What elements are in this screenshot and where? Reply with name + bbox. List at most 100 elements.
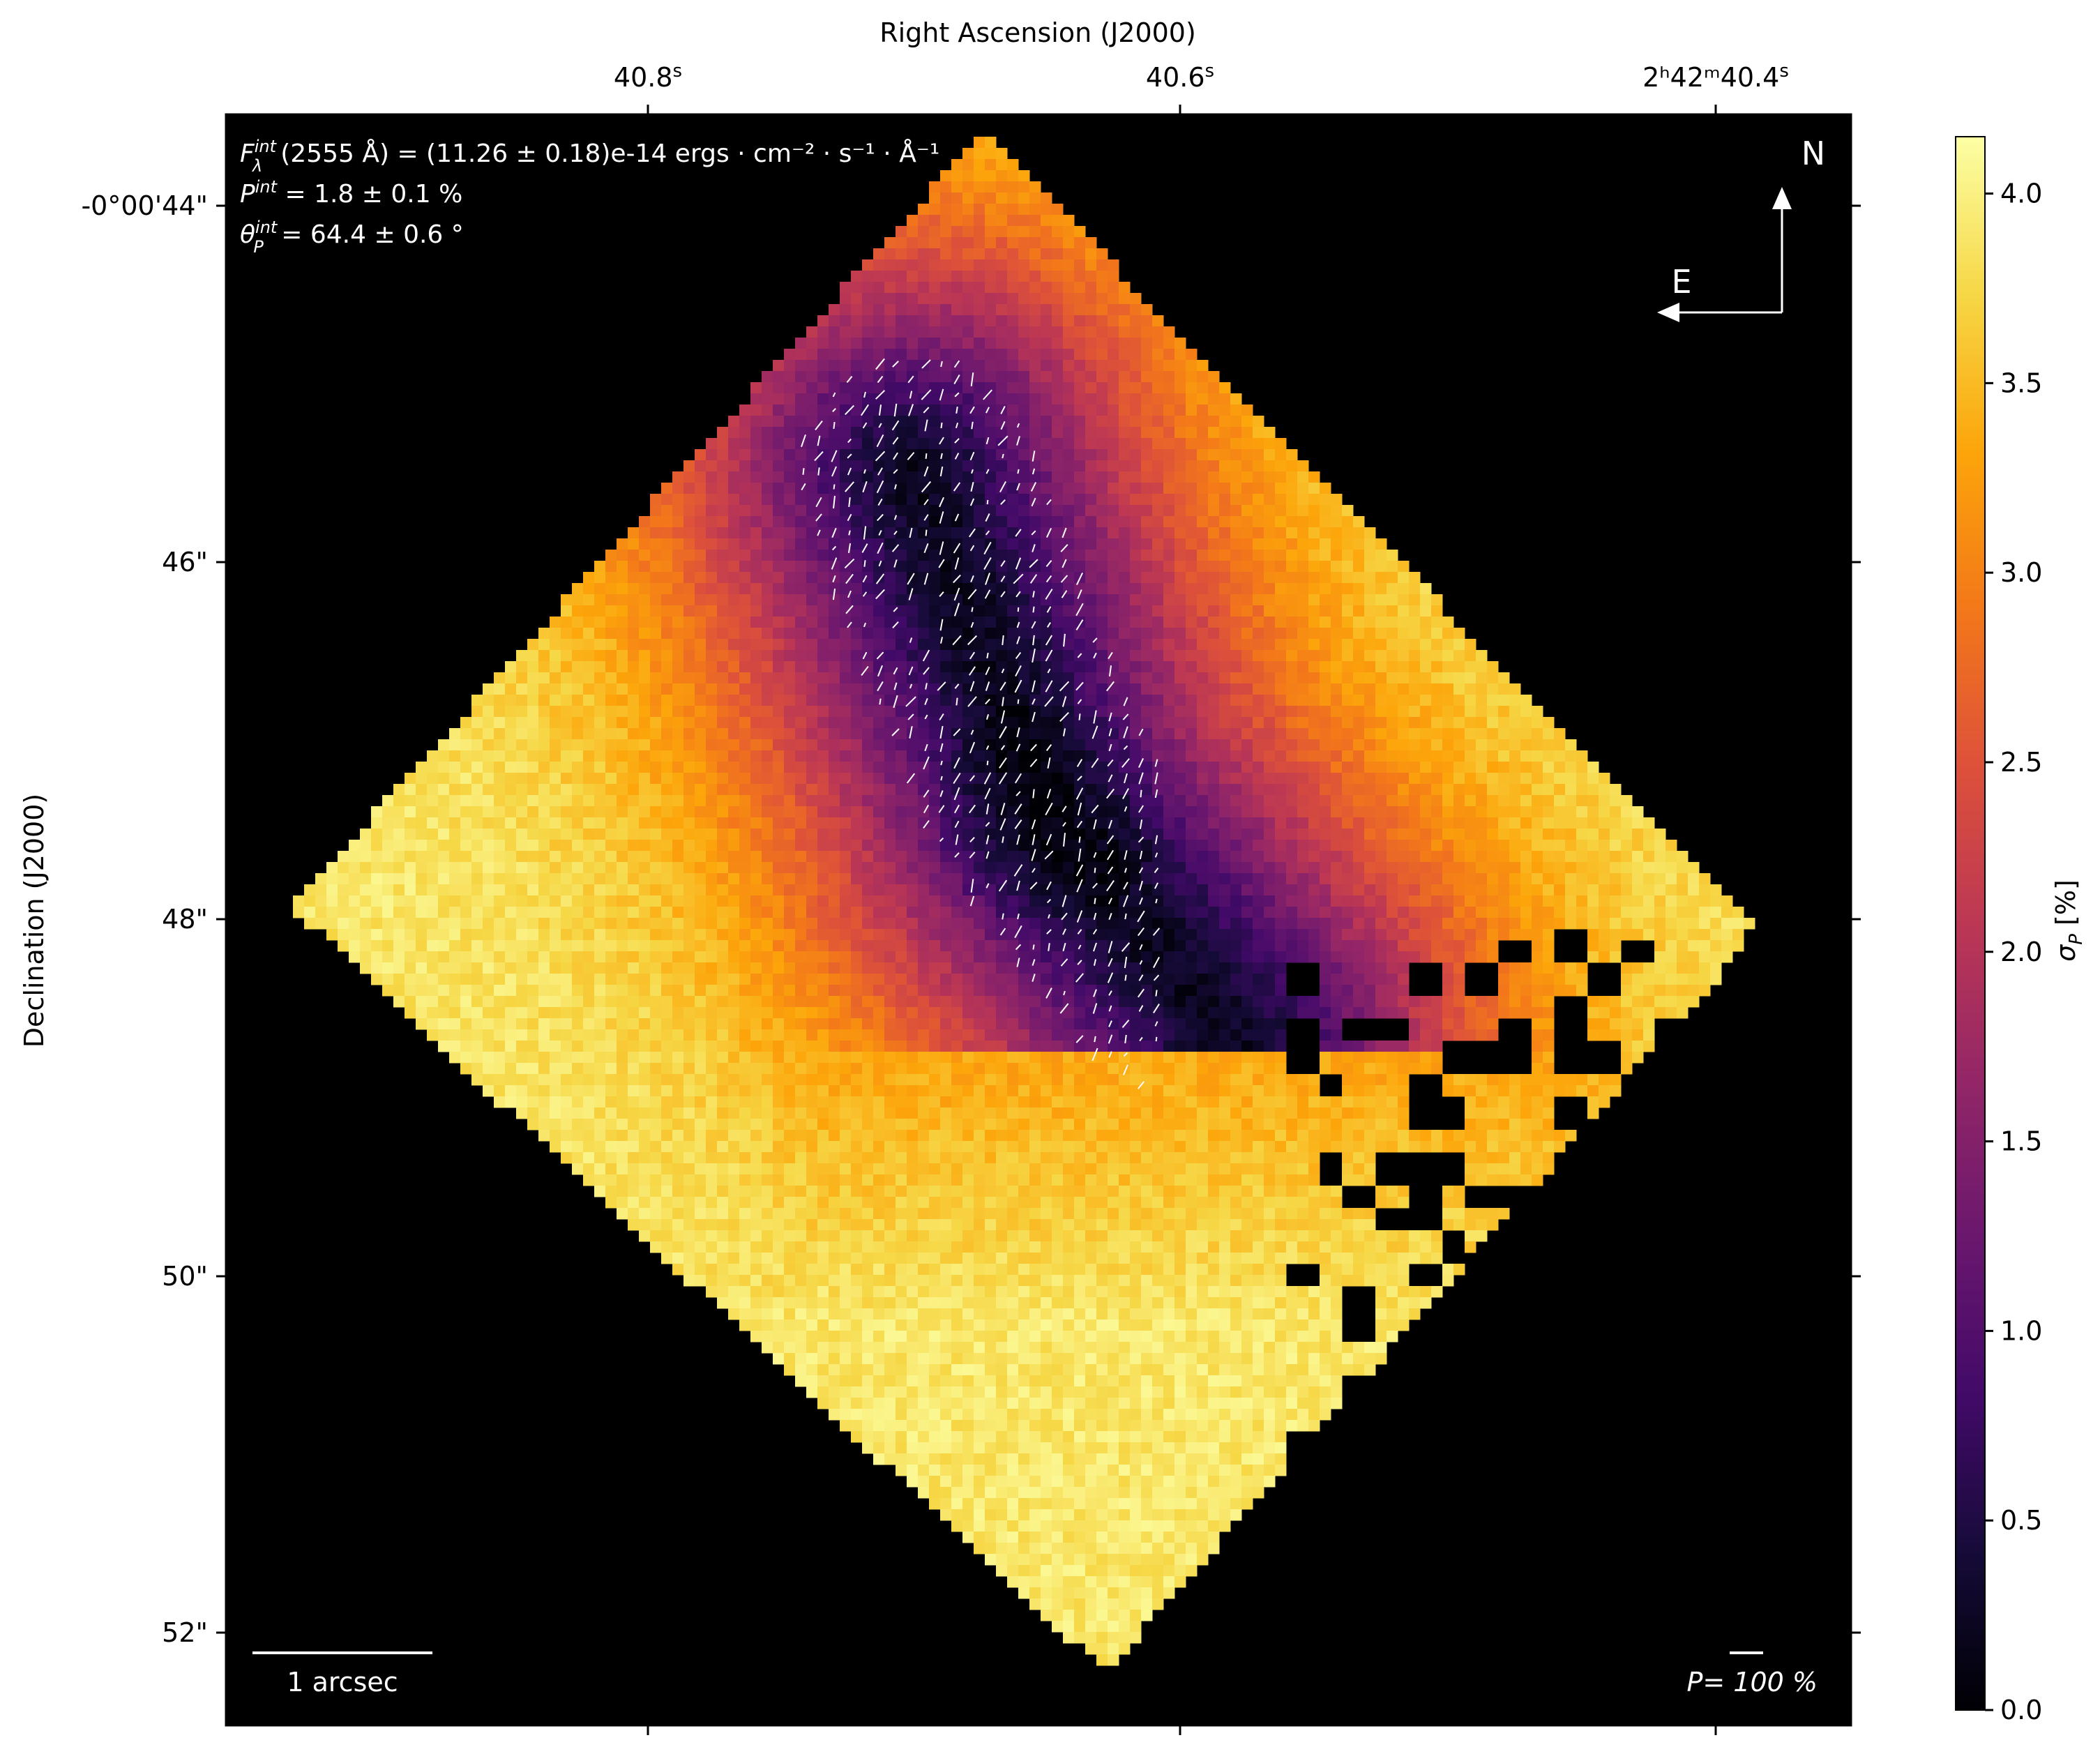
heatmap-cell — [706, 561, 718, 573]
heatmap-cell — [962, 683, 974, 695]
heatmap-cell — [1297, 538, 1309, 550]
heatmap-cell — [717, 572, 729, 584]
heatmap-cell — [393, 817, 405, 829]
heatmap-cell — [1498, 829, 1510, 840]
heatmap-cell — [1230, 695, 1242, 706]
heatmap-cell — [1197, 706, 1209, 718]
heatmap-cell — [773, 471, 785, 483]
heatmap-cell — [784, 717, 796, 729]
heatmap-cell — [416, 884, 428, 896]
heatmap-cell — [516, 829, 528, 840]
heatmap-cell — [1130, 538, 1142, 550]
heatmap-cell — [1052, 404, 1064, 416]
heatmap-cell — [795, 538, 807, 550]
heatmap-cell — [561, 873, 573, 885]
heatmap-cell — [929, 706, 941, 718]
heatmap-cell — [1130, 371, 1142, 383]
heatmap-cell — [1197, 650, 1209, 662]
heatmap-cell — [1063, 717, 1075, 729]
heatmap-cell — [505, 750, 517, 762]
heatmap-cell — [1409, 728, 1421, 740]
heatmap-cell — [773, 750, 785, 762]
heatmap-cell — [817, 617, 829, 628]
heatmap-cell — [1186, 717, 1198, 729]
heatmap-cell — [1431, 594, 1443, 606]
heatmap-cell — [1431, 817, 1443, 829]
heatmap-cell — [1208, 404, 1220, 416]
heatmap-cell — [483, 929, 494, 941]
heatmap-cell — [1163, 650, 1175, 662]
heatmap-cell — [1353, 572, 1365, 584]
heatmap-cell — [1275, 717, 1287, 729]
heatmap-cell — [706, 550, 718, 561]
heatmap-cell — [795, 750, 807, 762]
heatmap-cell — [851, 873, 863, 885]
heatmap-cell — [628, 717, 640, 729]
heatmap-cell — [974, 248, 985, 260]
heatmap-cell — [884, 460, 896, 472]
heatmap-cell — [1543, 873, 1555, 885]
heatmap-cell — [605, 594, 617, 606]
heatmap-cell — [1119, 550, 1131, 561]
heatmap-cell — [1152, 929, 1164, 941]
heatmap-cell — [773, 795, 785, 807]
heatmap-cell — [594, 895, 606, 907]
heatmap-cell — [1052, 259, 1064, 271]
heatmap-cell — [907, 739, 919, 751]
heatmap-cell — [661, 895, 673, 907]
heatmap-cell — [1353, 851, 1365, 863]
heatmap-cell — [907, 248, 919, 260]
heatmap-cell — [1041, 829, 1052, 840]
heatmap-cell — [605, 940, 617, 952]
heatmap-cell — [929, 661, 941, 673]
heatmap-cell — [951, 795, 963, 807]
heatmap-cell — [1487, 683, 1499, 695]
heatmap-cell — [795, 371, 807, 383]
heatmap-cell — [1152, 483, 1164, 494]
heatmap-cell — [1108, 594, 1119, 606]
heatmap-cell — [1130, 471, 1142, 483]
heatmap-cell — [773, 438, 785, 450]
heatmap-cell — [1208, 527, 1220, 539]
heatmap-cell — [1230, 393, 1242, 405]
heatmap-cell — [1108, 806, 1119, 818]
heatmap-cell — [750, 617, 762, 628]
heatmap-cell — [1320, 683, 1331, 695]
heatmap-cell — [650, 728, 662, 740]
heatmap-cell — [1096, 773, 1108, 785]
heatmap-cell — [873, 527, 885, 539]
heatmap-cell — [1520, 784, 1532, 796]
heatmap-cell — [739, 628, 751, 640]
heatmap-cell — [1052, 460, 1064, 472]
heatmap-cell — [483, 817, 494, 829]
heatmap-cell — [1420, 628, 1432, 640]
heatmap-cell — [1342, 661, 1354, 673]
heatmap-cell — [974, 873, 985, 885]
heatmap-cell — [1029, 181, 1041, 193]
heatmap-cell — [884, 605, 896, 617]
heatmap-cell — [550, 739, 561, 751]
heatmap-cell — [962, 862, 974, 874]
heatmap-cell — [1509, 907, 1521, 918]
heatmap-cell — [1119, 940, 1131, 952]
heatmap-cell — [1197, 561, 1209, 573]
heatmap-cell — [817, 784, 829, 796]
heatmap-cell — [985, 884, 997, 896]
heatmap-cell — [951, 259, 963, 271]
heatmap-cell — [1085, 527, 1097, 539]
heatmap-cell — [1163, 784, 1175, 796]
heatmap-cell — [1085, 505, 1097, 517]
heatmap-cell — [1085, 840, 1097, 852]
heatmap-cell — [1320, 617, 1331, 628]
heatmap-cell — [862, 806, 874, 818]
heatmap-cell — [1141, 795, 1153, 807]
heatmap-cell — [717, 683, 729, 695]
heatmap-cell — [1297, 806, 1309, 818]
heatmap-cell — [1387, 829, 1398, 840]
heatmap-cell — [695, 940, 707, 952]
heatmap-cell — [1331, 773, 1343, 785]
heatmap-cell — [1387, 817, 1398, 829]
heatmap-cell — [1364, 550, 1376, 561]
heatmap-cell — [829, 728, 840, 740]
heatmap-cell — [1587, 918, 1599, 930]
